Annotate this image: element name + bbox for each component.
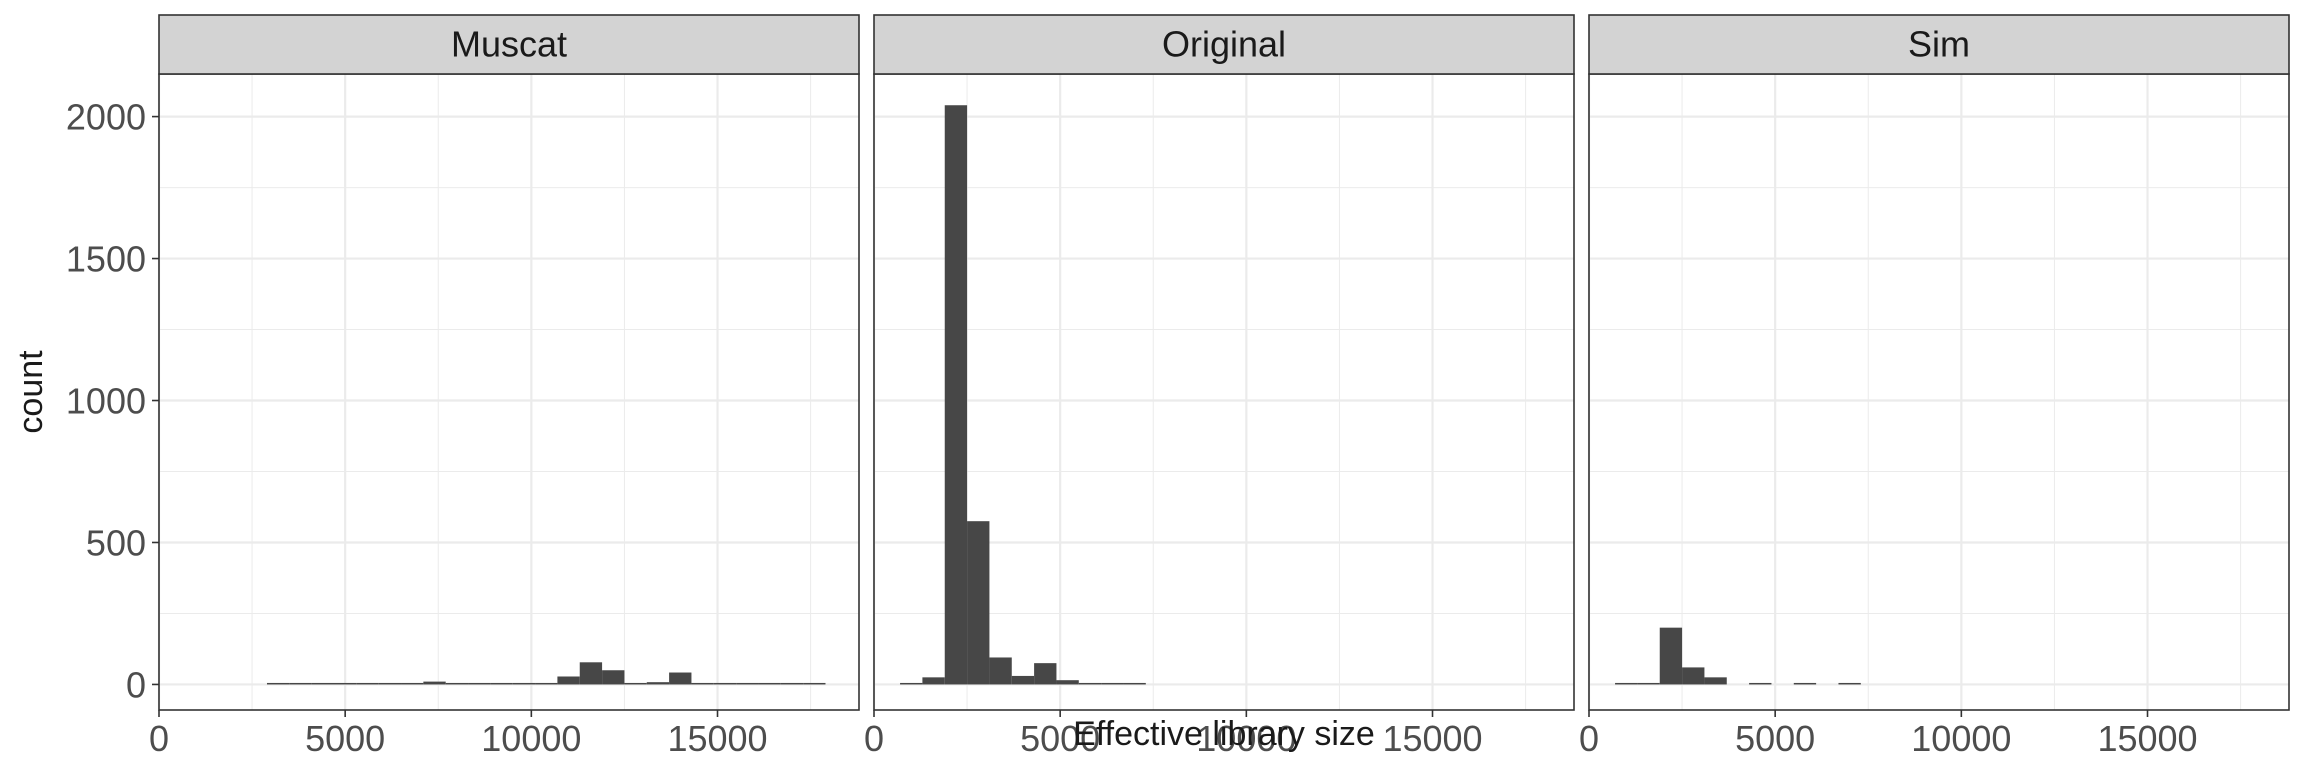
panel-background: [874, 74, 1574, 710]
histogram-bar: [557, 676, 580, 685]
facet-strip-label: Sim: [1908, 24, 1970, 65]
histogram-bar: [1793, 682, 1817, 685]
histogram-bar: [1056, 680, 1079, 685]
y-tick-label: 0: [126, 664, 146, 705]
histogram-bar: [624, 682, 647, 685]
histogram-bar: [1659, 627, 1683, 685]
histogram-bar: [535, 682, 558, 685]
histogram-bar: [1838, 682, 1861, 685]
x-axis-title: Effective library size: [1073, 715, 1375, 753]
panel-background: [1589, 74, 2289, 710]
histogram-bar: [490, 682, 513, 685]
histogram-bar: [423, 681, 446, 685]
histogram-bar: [289, 682, 312, 685]
histogram-bar: [900, 682, 923, 685]
histogram-bar: [1034, 663, 1057, 685]
histogram-bar: [1123, 682, 1146, 685]
histogram-bar: [1637, 682, 1660, 685]
y-tick-label: 1500: [66, 239, 146, 280]
histogram-bar: [311, 682, 334, 685]
histogram-bar: [602, 670, 625, 685]
histogram-bar: [1011, 675, 1035, 685]
facet-strip: [1588, 14, 2290, 75]
histogram-bar: [669, 672, 692, 685]
facet-strip: [158, 14, 860, 75]
histogram-bar: [967, 521, 990, 685]
histogram-bar: [468, 682, 491, 685]
x-tick-label: 10000: [1196, 718, 1296, 759]
histogram-bar: [1749, 682, 1772, 685]
histogram-bar: [266, 682, 290, 685]
x-tick-label: 0: [864, 718, 884, 759]
x-tick-label: 0: [149, 718, 169, 759]
histogram-bar: [691, 682, 714, 685]
panel-background: [159, 74, 859, 710]
histogram-bar: [445, 682, 469, 685]
x-tick-label: 15000: [667, 718, 767, 759]
x-tick-label: 5000: [1020, 718, 1100, 759]
facet-strip-label: Muscat: [451, 24, 567, 65]
histogram-bar: [1078, 682, 1102, 685]
histogram-bar: [378, 682, 402, 685]
x-tick-label: 10000: [481, 718, 581, 759]
histogram-bar: [780, 682, 804, 685]
facet-strip: [873, 14, 1575, 75]
histogram-bar: [803, 682, 826, 685]
histogram-bar: [1682, 667, 1705, 685]
histogram-bar: [512, 682, 536, 685]
histogram-bar: [736, 682, 759, 685]
histogram-bar: [579, 662, 603, 685]
histogram-bar: [646, 682, 670, 685]
x-tick-label: 5000: [305, 718, 385, 759]
y-tick-label: 2000: [66, 97, 146, 138]
histogram-bar: [1615, 682, 1638, 685]
x-tick-label: 0: [1579, 718, 1599, 759]
x-tick-label: 15000: [2097, 718, 2197, 759]
histogram-bar: [713, 682, 737, 685]
histogram-bar: [922, 677, 945, 685]
y-tick-label: 1000: [66, 381, 146, 422]
y-tick-label: 500: [86, 522, 146, 563]
histogram-bar: [989, 657, 1012, 685]
histogram-bar: [1101, 682, 1124, 685]
histogram-bar: [944, 105, 968, 685]
facet-strip-label: Original: [1162, 24, 1286, 65]
histogram-bar: [334, 682, 357, 685]
x-tick-label: 15000: [1382, 718, 1482, 759]
x-tick-label: 10000: [1911, 718, 2011, 759]
histogram-bar: [401, 682, 424, 685]
x-tick-label: 5000: [1735, 718, 1815, 759]
histogram-bar: [758, 682, 781, 685]
y-axis-title: count: [12, 350, 50, 434]
histogram-bar: [1704, 677, 1727, 685]
histogram-bar: [356, 682, 379, 685]
